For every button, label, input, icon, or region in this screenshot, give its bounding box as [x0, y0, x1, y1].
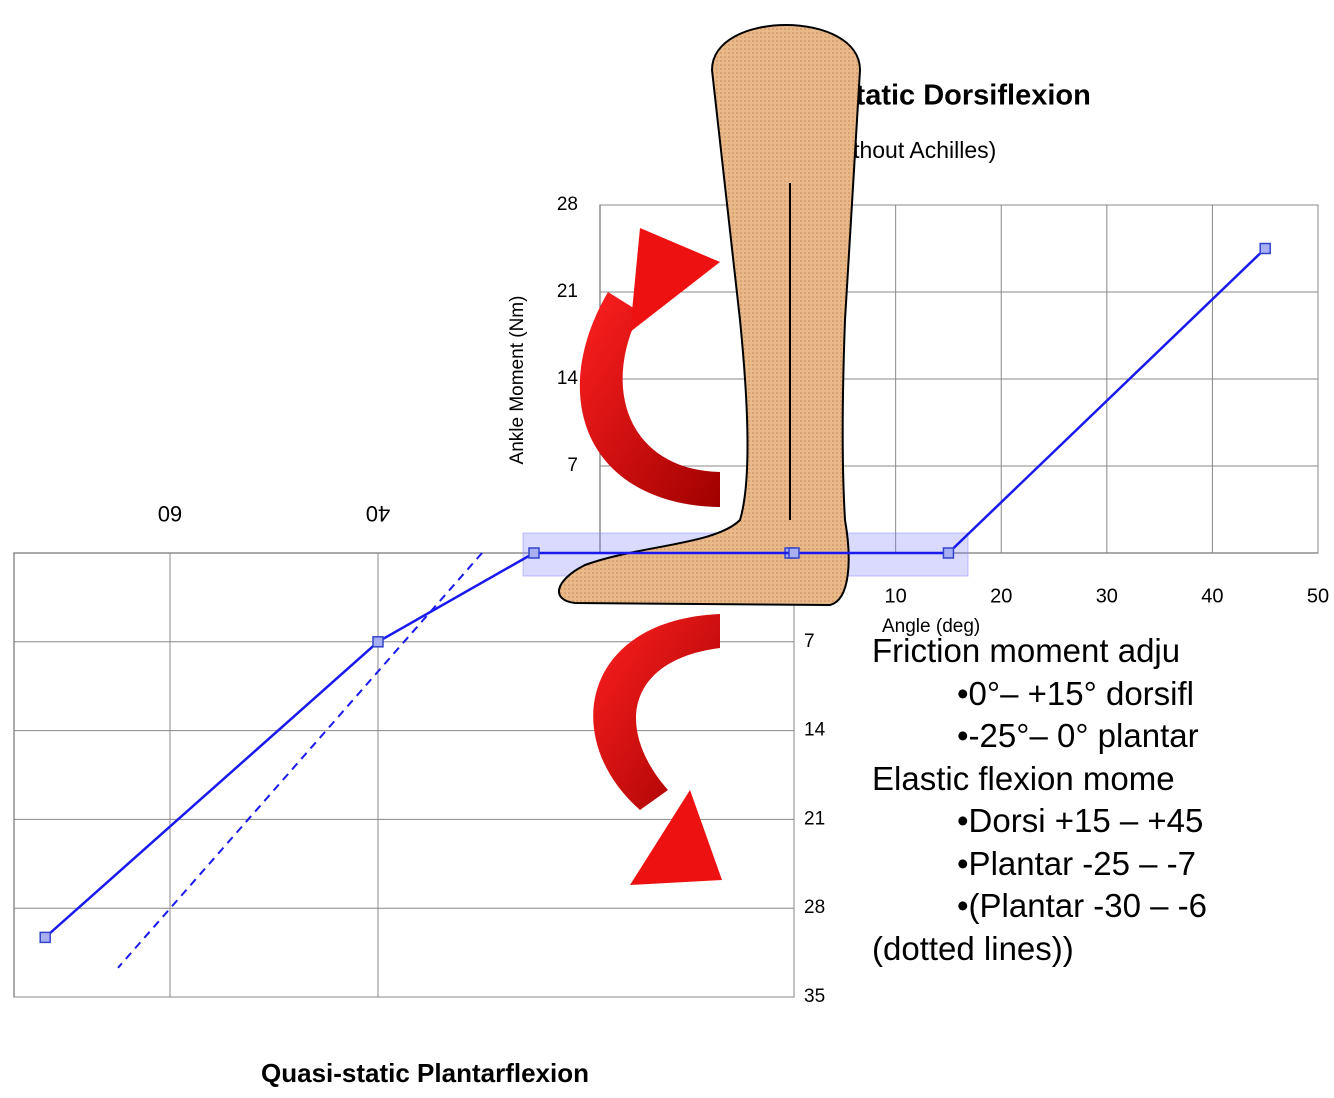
x-tick-label: 50 [1307, 585, 1329, 607]
note-line: (dotted lines)) [872, 929, 1074, 967]
y-tick-label: 21 [804, 808, 825, 829]
x-tick-label: 40 [1201, 585, 1223, 607]
y-tick-label: 7 [804, 631, 815, 652]
data-point [1259, 242, 1271, 255]
arrow-body [593, 614, 720, 810]
plot-frame [13, 552, 795, 998]
note-line: •(Plantar -30 – -6 [957, 887, 1207, 924]
data-point [942, 547, 955, 559]
y-tick-label: 21 [557, 281, 578, 302]
note-line: Friction moment adju [872, 632, 1181, 669]
note-line: •-25°– 0° plantar [957, 717, 1199, 754]
data-layer [39, 242, 1271, 969]
x-tick-label: 10 [885, 585, 907, 607]
y-tick-label: 14 [804, 720, 826, 741]
note-line: •0°– +15° dorsifl [957, 674, 1194, 712]
y-tick-label: 28 [557, 194, 578, 215]
arrow-head [630, 228, 720, 332]
data-point [39, 931, 51, 944]
note-line: •Dorsi +15 – +45 [957, 802, 1204, 839]
x-tick-label: 40 [366, 501, 390, 526]
y-tick-label: 28 [804, 897, 825, 918]
y-tick-label: 14 [557, 368, 579, 389]
y-tick-label: 7 [567, 455, 578, 476]
note-line: •Plantar -25 – -7 [957, 844, 1197, 882]
notes: Friction moment adju •0°– +15° dorsifl •-2… [872, 630, 1334, 970]
data-point [788, 547, 800, 559]
dashed-line [117, 552, 483, 969]
leg-illustration [558, 24, 862, 607]
chart-title: Quasi-static Plantarflexion [261, 1058, 589, 1088]
arrow-head [630, 790, 722, 885]
x-tick-label: 20 [990, 585, 1012, 607]
data-line [44, 551, 794, 939]
x-tick-label: 30 [1096, 585, 1118, 607]
data-line [790, 247, 1267, 555]
x-tick-label: 60 [158, 501, 182, 526]
arrow-body [579, 292, 720, 507]
data-point [528, 547, 540, 559]
data-point [372, 636, 384, 648]
y-axis-title: Ankle Moment (Nm) [507, 296, 528, 465]
x-axis-title: Angle (deg) [882, 616, 980, 637]
y-tick-label: 35 [804, 986, 825, 1007]
note-line: Elastic flexion mome [872, 759, 1175, 797]
